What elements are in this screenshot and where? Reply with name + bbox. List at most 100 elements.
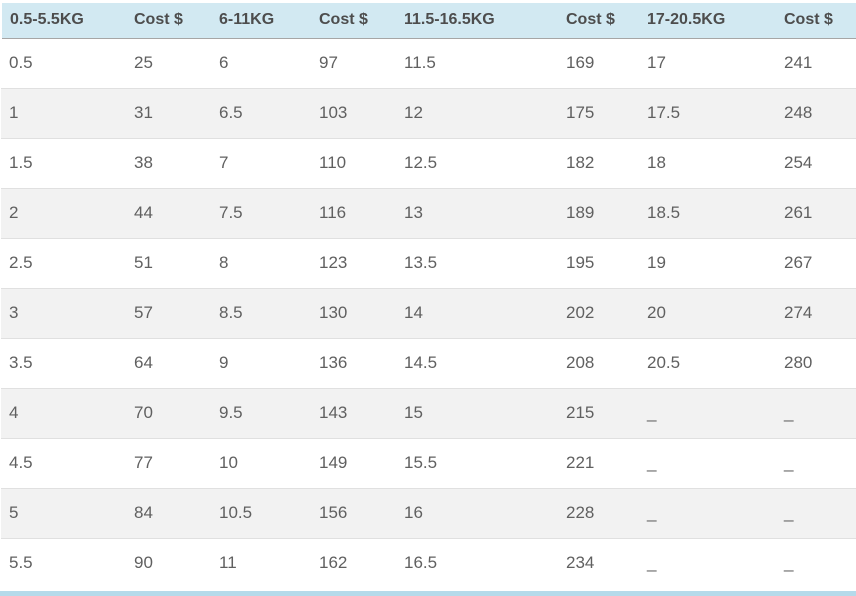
cell: 156 bbox=[311, 487, 396, 538]
cell: 17.5 bbox=[639, 87, 776, 138]
cell: 31 bbox=[126, 87, 211, 138]
cell: 162 bbox=[311, 537, 396, 588]
cell: 11 bbox=[211, 537, 311, 588]
cell: 9 bbox=[211, 337, 311, 388]
cell: 202 bbox=[558, 287, 639, 338]
cell: 189 bbox=[558, 187, 639, 238]
cell: 13 bbox=[396, 187, 558, 238]
cell: 25 bbox=[134, 53, 153, 72]
cell: 10.5 bbox=[211, 487, 311, 538]
cell: _ bbox=[776, 437, 856, 488]
table-row: 5 84 10.5 156 16 228 _ _ bbox=[1, 487, 856, 538]
cell: 12.5 bbox=[396, 137, 558, 188]
table-row: 3 57 8.5 130 14 202 20 274 bbox=[1, 287, 856, 338]
cell: 241 bbox=[784, 53, 813, 72]
cell: 130 bbox=[311, 287, 396, 338]
cell: 1 bbox=[1, 87, 126, 138]
column-header-1: Cost $ bbox=[126, 3, 211, 39]
cell: 221 bbox=[558, 437, 639, 488]
column-header-0: 0.5-5.5KG bbox=[0, 3, 126, 39]
table-body: 0.5 25 6 97 11.5 169 17 241 1 31 6.5 103 12 175 17.5 24… bbox=[1, 38, 856, 588]
cell: 143 bbox=[311, 387, 396, 438]
cell: 169 bbox=[566, 53, 595, 72]
cell: 64 bbox=[126, 337, 211, 388]
cell: 2 bbox=[1, 187, 126, 238]
cell: _ bbox=[776, 487, 856, 538]
cell: 20.5 bbox=[639, 337, 776, 388]
cell: 18.5 bbox=[639, 187, 776, 238]
table-header: 0.5-5.5KG Cost $6-11KG Cost $11.5-16.5KG Co… bbox=[0, 3, 856, 39]
cell: 136 bbox=[311, 337, 396, 388]
cell: 8 bbox=[211, 237, 311, 288]
cell: 16 bbox=[396, 487, 558, 538]
cell: 16.5 bbox=[396, 537, 558, 588]
cell: 149 bbox=[311, 437, 396, 488]
cell: 90 bbox=[126, 537, 211, 588]
cell: 103 bbox=[311, 87, 396, 138]
pricing-table: 0.5-5.5KG Cost $6-11KG Cost $11.5-16.5KG Co… bbox=[0, 3, 856, 588]
cell: 19 bbox=[639, 237, 776, 288]
cell: 0.5 bbox=[9, 53, 33, 72]
cell: 5.5 bbox=[1, 537, 126, 588]
cell: 280 bbox=[776, 337, 856, 388]
cell: 77 bbox=[126, 437, 211, 488]
table-row: 1 31 6.5 103 12 175 17.5 248 bbox=[1, 87, 856, 138]
cell: 10 bbox=[211, 437, 311, 488]
cell: 248 bbox=[776, 87, 856, 138]
cell: 234 bbox=[558, 537, 639, 588]
cell: 110 bbox=[311, 137, 396, 188]
cell: 14.5 bbox=[396, 337, 558, 388]
table-row: 1.5 38 7 110 12.5 182 18 254 bbox=[1, 137, 856, 188]
cell: 4.5 bbox=[1, 437, 126, 488]
cell: 261 bbox=[776, 187, 856, 238]
cell: 3.5 bbox=[1, 337, 126, 388]
pricing-table-page: 0.5-5.5KG Cost $6-11KG Cost $11.5-16.5KG Co… bbox=[0, 3, 856, 596]
cell: 14 bbox=[396, 287, 558, 338]
table-row: 4.5 77 10 149 15.5 221 _ _ bbox=[1, 437, 856, 488]
cell: 274 bbox=[776, 287, 856, 338]
cell: 195 bbox=[558, 237, 639, 288]
next-table-header-edge bbox=[0, 591, 856, 596]
cell: 44 bbox=[126, 187, 211, 238]
table-header-row: 0.5-5.5KG Cost $6-11KG Cost $11.5-16.5KG Co… bbox=[0, 3, 856, 39]
cell: 17 bbox=[647, 53, 666, 72]
cell: 6 bbox=[219, 53, 229, 72]
cell: 267 bbox=[776, 237, 856, 288]
cell: 228 bbox=[558, 487, 639, 538]
cell: _ bbox=[776, 387, 856, 438]
cell: 215 bbox=[558, 387, 639, 438]
cell: 51 bbox=[126, 237, 211, 288]
cell: 57 bbox=[126, 287, 211, 338]
column-header-6: 17-20.5KG bbox=[639, 3, 776, 39]
cell: 1.5 bbox=[1, 137, 126, 188]
cell: 254 bbox=[776, 137, 856, 188]
cell: 11.5 bbox=[404, 53, 436, 72]
cell: 20 bbox=[639, 287, 776, 338]
cell: 6.5 bbox=[211, 87, 311, 138]
column-header-3: Cost $ bbox=[311, 3, 396, 39]
table-row: 3.5 64 9 136 14.5 208 20.5 280 bbox=[1, 337, 856, 388]
cell: 3 bbox=[1, 287, 126, 338]
column-header-7: Cost $ bbox=[776, 3, 856, 39]
cell: 97 bbox=[319, 53, 338, 72]
cell: 13.5 bbox=[396, 237, 558, 288]
cell: 2.5 bbox=[1, 237, 126, 288]
table-row: 2 44 7.5 116 13 189 18.5 261 bbox=[1, 187, 856, 238]
column-header-2: 6-11KG bbox=[211, 3, 311, 39]
cell: _ bbox=[776, 537, 856, 588]
cell: 12 bbox=[396, 87, 558, 138]
cell: 208 bbox=[558, 337, 639, 388]
table-row: 5.5 90 11 162 16.5 234 _ _ bbox=[1, 537, 856, 588]
cell: _ bbox=[639, 487, 776, 538]
cell: _ bbox=[639, 537, 776, 588]
cell: 182 bbox=[558, 137, 639, 188]
cell: 7.5 bbox=[211, 187, 311, 238]
cell: 70 bbox=[126, 387, 211, 438]
table-row: 0.5 25 6 97 11.5 169 17 241 bbox=[1, 38, 856, 88]
column-header-5: Cost $ bbox=[558, 3, 639, 39]
cell: 123 bbox=[311, 237, 396, 288]
table-row: 4 70 9.5 143 15 215 _ _ bbox=[1, 387, 856, 438]
cell: 116 bbox=[311, 187, 396, 238]
cell: 84 bbox=[126, 487, 211, 538]
cell: 9.5 bbox=[211, 387, 311, 438]
